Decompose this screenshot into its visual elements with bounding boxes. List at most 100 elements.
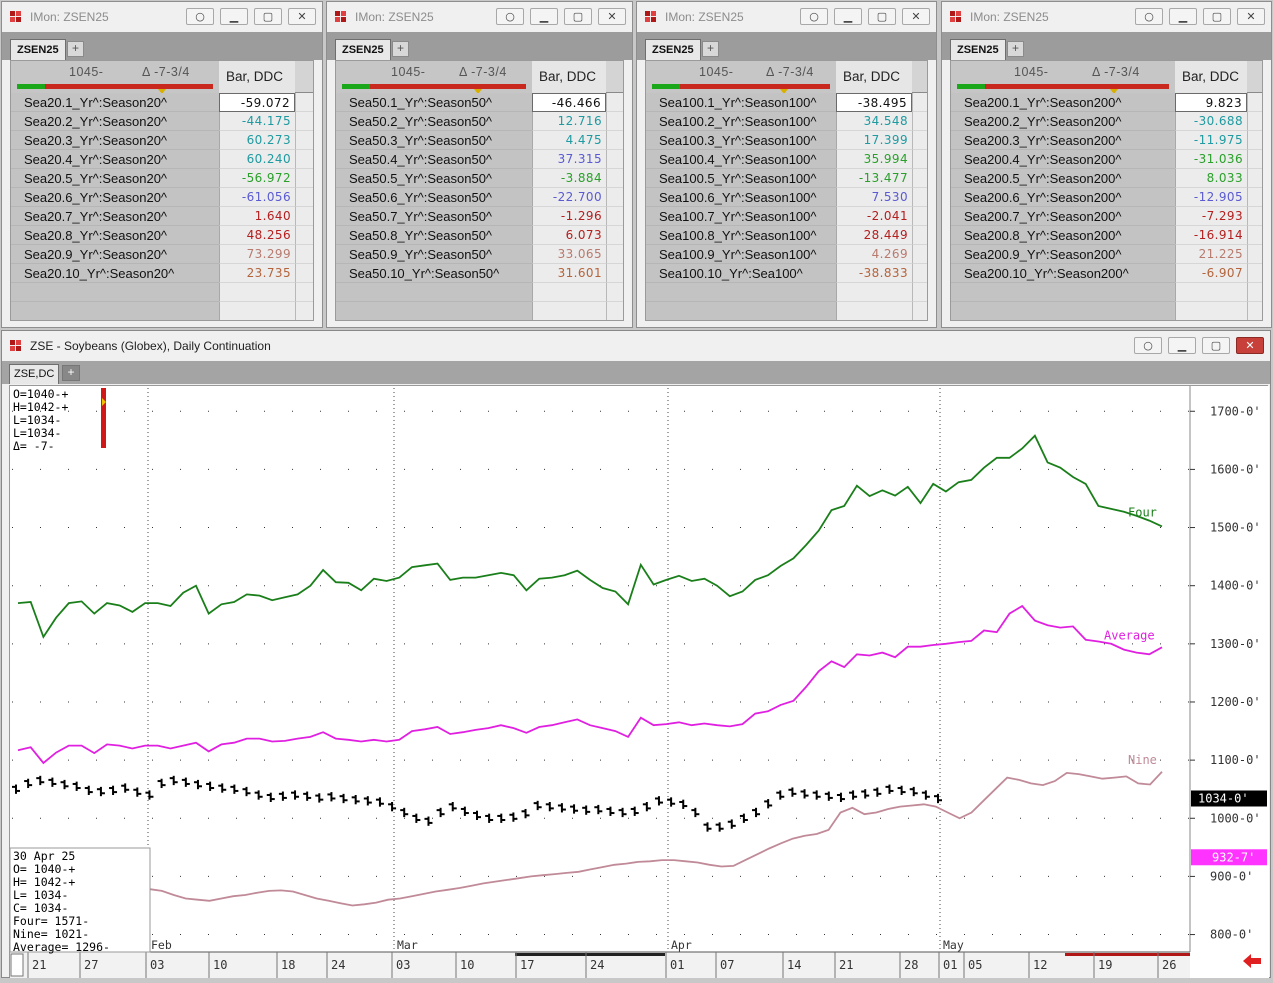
value-cell[interactable]: -31.036 (1175, 150, 1247, 169)
list-item[interactable]: Sea200.1_Yr^:Season200^ 9.823 (951, 93, 1262, 112)
list-item[interactable]: Sea200.2_Yr^:Season200^ -30.688 (951, 112, 1262, 131)
list-item[interactable]: Sea100.10_Yr^:Sea100^ -38.833 (646, 264, 927, 283)
value-cell[interactable]: -1.296 (532, 207, 606, 226)
list-item[interactable]: Sea100.7_Yr^:Season100^ -2.041 (646, 207, 927, 226)
imon-titlebar[interactable]: IMon: ZSEN25 ○ ▁ ▢ ✕ (2, 2, 322, 32)
list-item[interactable]: Sea100.3_Yr^:Season100^ 17.399 (646, 131, 927, 150)
list-item[interactable]: Sea100.5_Yr^:Season100^ -13.477 (646, 169, 927, 188)
price-chart[interactable]: 1700-0' 1600-0' 1500-0' 1400-0' 1300-0' 1200-… (9, 385, 1269, 978)
value-cell[interactable]: -46.466 (532, 93, 606, 112)
value-cell[interactable]: -12.905 (1175, 188, 1247, 207)
value-cell[interactable]: 7.530 (836, 188, 912, 207)
list-item[interactable]: Sea50.3_Yr^:Season50^ 4.475 (336, 131, 623, 150)
imon-titlebar[interactable]: IMon: ZSEN25 ○ ▁ ▢ ✕ (942, 2, 1271, 32)
value-cell[interactable]: 33.065 (532, 245, 606, 264)
minimize-button[interactable]: ▁ (1169, 8, 1197, 25)
list-item[interactable]: Sea50.10_Yr^:Season50^ 31.601 (336, 264, 623, 283)
maximize-button[interactable]: ▢ (1202, 337, 1230, 354)
list-item[interactable]: Sea20.2_Yr^:Season20^ -44.175 (11, 112, 313, 131)
imon-titlebar[interactable]: IMon: ZSEN25 ○ ▁ ▢ ✕ (327, 2, 632, 32)
list-item[interactable]: Sea200.4_Yr^:Season200^ -31.036 (951, 150, 1262, 169)
link-icon[interactable]: ○ (1134, 337, 1162, 354)
value-cell[interactable]: -2.041 (836, 207, 912, 226)
list-item[interactable]: Sea200.7_Yr^:Season200^ -7.293 (951, 207, 1262, 226)
column-header[interactable]: Bar, DDC (532, 61, 606, 93)
minimize-button[interactable]: ▁ (1168, 337, 1196, 354)
list-item[interactable]: Sea50.9_Yr^:Season50^ 33.065 (336, 245, 623, 264)
value-cell[interactable]: 23.735 (219, 264, 295, 283)
list-item[interactable]: Sea50.7_Yr^:Season50^ -1.296 (336, 207, 623, 226)
list-item[interactable]: Sea50.1_Yr^:Season50^ -46.466 (336, 93, 623, 112)
value-cell[interactable]: -11.975 (1175, 131, 1247, 150)
tab-symbol[interactable]: ZSEN25 (645, 39, 701, 60)
close-button[interactable]: ✕ (1237, 8, 1265, 25)
list-item[interactable]: Sea200.6_Yr^:Season200^ -12.905 (951, 188, 1262, 207)
list-item[interactable]: Sea200.8_Yr^:Season200^ -16.914 (951, 226, 1262, 245)
value-cell[interactable]: 21.225 (1175, 245, 1247, 264)
value-cell[interactable]: 17.399 (836, 131, 912, 150)
value-cell[interactable]: 4.475 (532, 131, 606, 150)
add-tab-button[interactable]: + (67, 41, 84, 57)
list-item[interactable]: Sea50.2_Yr^:Season50^ 12.716 (336, 112, 623, 131)
maximize-button[interactable]: ▢ (868, 8, 896, 25)
list-item[interactable]: Sea50.6_Yr^:Season50^ -22.700 (336, 188, 623, 207)
value-cell[interactable]: 37.315 (532, 150, 606, 169)
value-cell[interactable]: -13.477 (836, 169, 912, 188)
list-item[interactable]: Sea200.10_Yr^:Season200^ -6.907 (951, 264, 1262, 283)
close-button[interactable]: ✕ (1236, 337, 1264, 354)
value-cell[interactable]: -3.884 (532, 169, 606, 188)
list-item[interactable]: Sea20.7_Yr^:Season20^ 1.640 (11, 207, 313, 226)
add-tab-button[interactable]: + (392, 41, 409, 57)
list-item[interactable]: Sea100.2_Yr^:Season100^ 34.548 (646, 112, 927, 131)
value-cell[interactable]: -22.700 (532, 188, 606, 207)
add-tab-button[interactable]: + (702, 41, 719, 57)
value-cell[interactable]: 9.823 (1175, 93, 1247, 112)
maximize-button[interactable]: ▢ (1203, 8, 1231, 25)
link-icon[interactable]: ○ (800, 8, 828, 25)
minimize-button[interactable]: ▁ (834, 8, 862, 25)
add-tab-button[interactable]: + (1007, 41, 1024, 57)
close-button[interactable]: ✕ (902, 8, 930, 25)
value-cell[interactable]: 73.299 (219, 245, 295, 264)
list-item[interactable]: Sea50.5_Yr^:Season50^ -3.884 (336, 169, 623, 188)
chart-titlebar[interactable]: ZSE - Soybeans (Globex), Daily Continuat… (2, 331, 1270, 361)
list-item[interactable]: Sea200.5_Yr^:Season200^ 8.033 (951, 169, 1262, 188)
list-item[interactable]: Sea20.5_Yr^:Season20^ -56.972 (11, 169, 313, 188)
value-cell[interactable]: -30.688 (1175, 112, 1247, 131)
list-item[interactable]: Sea20.8_Yr^:Season20^ 48.256 (11, 226, 313, 245)
list-item[interactable]: Sea20.10_Yr^:Season20^ 23.735 (11, 264, 313, 283)
value-cell[interactable]: 1.640 (219, 207, 295, 226)
tab-symbol[interactable]: ZSEN25 (950, 39, 1006, 60)
value-cell[interactable]: -38.833 (836, 264, 912, 283)
list-item[interactable]: Sea20.3_Yr^:Season20^ 60.273 (11, 131, 313, 150)
list-item[interactable]: Sea100.6_Yr^:Season100^ 7.530 (646, 188, 927, 207)
column-header[interactable]: Bar, DDC (836, 61, 912, 93)
close-button[interactable]: ✕ (598, 8, 626, 25)
value-cell[interactable]: 4.269 (836, 245, 912, 264)
value-cell[interactable]: 60.240 (219, 150, 295, 169)
value-cell[interactable]: -16.914 (1175, 226, 1247, 245)
value-cell[interactable]: 6.073 (532, 226, 606, 245)
list-item[interactable]: Sea20.4_Yr^:Season20^ 60.240 (11, 150, 313, 169)
list-item[interactable]: Sea50.4_Yr^:Season50^ 37.315 (336, 150, 623, 169)
value-cell[interactable]: 60.273 (219, 131, 295, 150)
value-cell[interactable]: 28.449 (836, 226, 912, 245)
minimize-button[interactable]: ▁ (220, 8, 248, 25)
value-cell[interactable]: 8.033 (1175, 169, 1247, 188)
list-item[interactable]: Sea200.9_Yr^:Season200^ 21.225 (951, 245, 1262, 264)
list-item[interactable]: Sea20.1_Yr^:Season20^ -59.072 (11, 93, 313, 112)
maximize-button[interactable]: ▢ (254, 8, 282, 25)
link-icon[interactable]: ○ (186, 8, 214, 25)
column-header[interactable]: Bar, DDC (1175, 61, 1247, 93)
list-item[interactable]: Sea20.9_Yr^:Season20^ 73.299 (11, 245, 313, 264)
close-button[interactable]: ✕ (288, 8, 316, 25)
value-cell[interactable]: 31.601 (532, 264, 606, 283)
value-cell[interactable]: -61.056 (219, 188, 295, 207)
list-item[interactable]: Sea100.8_Yr^:Season100^ 28.449 (646, 226, 927, 245)
maximize-button[interactable]: ▢ (564, 8, 592, 25)
minimize-button[interactable]: ▁ (530, 8, 558, 25)
column-header[interactable]: Bar, DDC (219, 61, 295, 93)
value-cell[interactable]: -44.175 (219, 112, 295, 131)
value-cell[interactable]: 34.548 (836, 112, 912, 131)
list-item[interactable]: Sea100.4_Yr^:Season100^ 35.994 (646, 150, 927, 169)
